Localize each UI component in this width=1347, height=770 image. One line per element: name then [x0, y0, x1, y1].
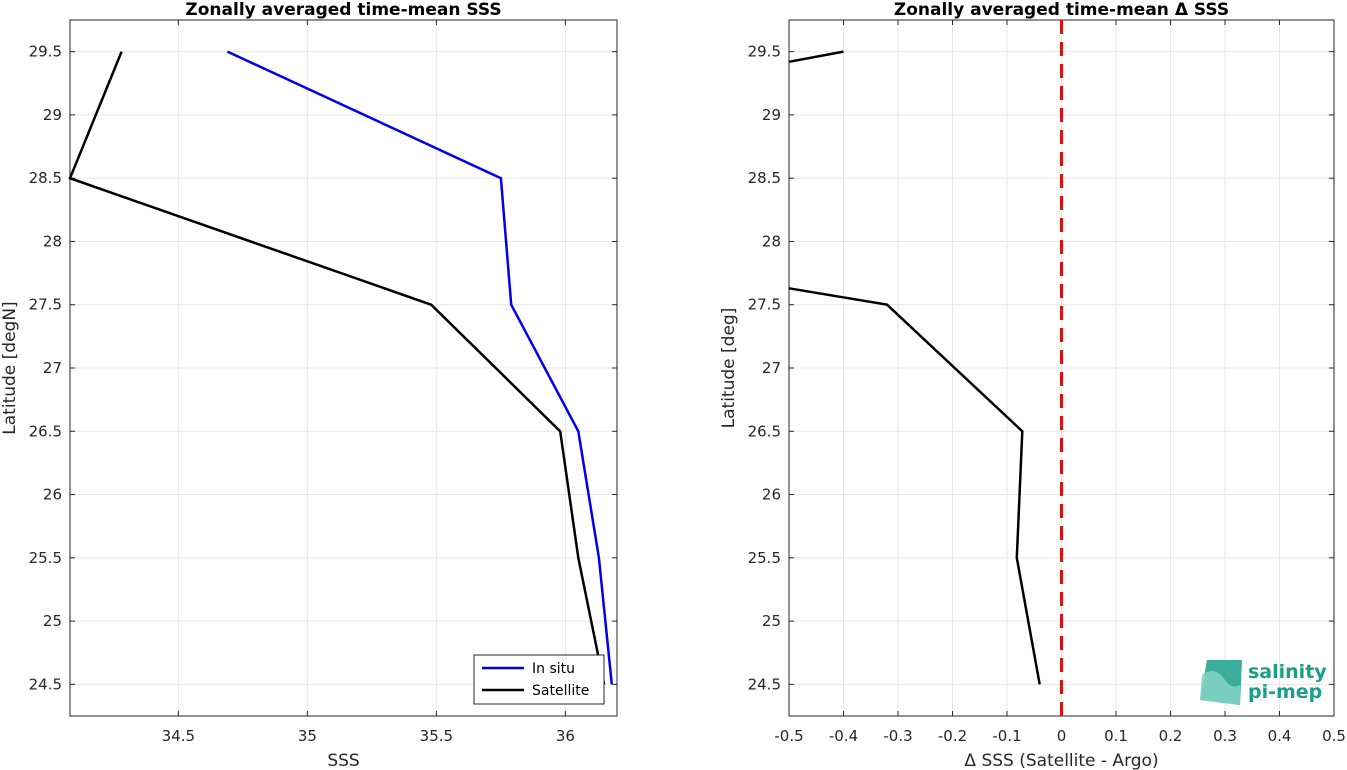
salinity-pi-mep-logo: salinity pi-mep [1200, 660, 1327, 705]
y-tick-label: 29.5 [29, 43, 62, 61]
y-tick-label: 29 [43, 106, 62, 124]
logo-line2: pi-mep [1248, 681, 1322, 703]
x-tick-label: -0.2 [938, 727, 967, 745]
x-axis-label: SSS [327, 751, 359, 770]
y-tick-label: 27.5 [29, 296, 62, 314]
left-chart: 34.5 35 35.5 36 24.5 25 25.5 26 26.5 27 27.5 28 28.5… [0, 0, 618, 770]
x-axis-label: Δ SSS (Satellite - Argo) [964, 751, 1158, 770]
x-tick-label: 0.5 [1322, 727, 1346, 745]
series-line-in-situ [226, 50, 614, 685]
logo-wave-icon-inner [1200, 671, 1240, 705]
y-tick-label: 27 [762, 359, 781, 377]
y-tick-label: 28.5 [29, 169, 62, 187]
x-tick-label: -0.5 [774, 727, 803, 745]
legend-box [473, 654, 605, 705]
y-axis-label: Latitude [deg] [719, 308, 739, 429]
y-tick-label: 25.5 [748, 549, 781, 567]
series-line-delta-sss [788, 50, 844, 64]
x-tick-label: -0.4 [829, 727, 858, 745]
y-tick-label: 26.5 [748, 422, 781, 440]
logo-line1: salinity [1248, 661, 1327, 683]
x-tick-label: 0.2 [1159, 727, 1183, 745]
chart-title: Zonally averaged time-mean SSS [185, 0, 501, 20]
y-tick-label: 28.5 [748, 169, 781, 187]
y-tick-label: 24.5 [29, 675, 62, 693]
chart-title: Zonally averaged time-mean Δ SSS [894, 0, 1229, 20]
x-tick-label: -0.3 [883, 727, 912, 745]
x-tick-label: 34.5 [162, 727, 195, 745]
x-tick-label: 36 [556, 727, 575, 745]
x-tick-label: 35 [298, 727, 317, 745]
x-tick-label: -0.1 [992, 727, 1021, 745]
y-tick-label: 29.5 [748, 43, 781, 61]
y-tick-label: 28 [43, 232, 62, 250]
y-axis-label: Latitude [degN] [0, 301, 20, 434]
y-tick-label: 25 [43, 612, 62, 630]
y-tick-label: 29 [762, 106, 781, 124]
y-tick-label: 25 [762, 612, 781, 630]
series-line-satellite [68, 51, 606, 685]
x-tick-label: 0.4 [1268, 727, 1292, 745]
y-tick-label: 25.5 [29, 549, 62, 567]
y-tick-label: 26 [762, 486, 781, 504]
y-tick-label: 27 [43, 359, 62, 377]
x-tick-label: 0.1 [1104, 727, 1128, 745]
legend-label: Satellite [532, 683, 589, 699]
right-chart: -0.5 -0.4 -0.3 -0.2 -0.1 0 0.1 0.2 0.3 0.4 0.5 24.5… [719, 0, 1346, 770]
y-tick-label: 26 [43, 486, 62, 504]
series-line-delta-sss [788, 287, 1041, 685]
y-tick-label: 27.5 [748, 296, 781, 314]
y-tick-label: 24.5 [748, 675, 781, 693]
legend-label: In situ [532, 661, 575, 677]
x-tick-label: 35.5 [420, 727, 453, 745]
x-tick-label: 0.3 [1213, 727, 1237, 745]
y-tick-label: 26.5 [29, 422, 62, 440]
y-tick-label: 28 [762, 232, 781, 250]
x-tick-label: 0 [1057, 727, 1067, 745]
